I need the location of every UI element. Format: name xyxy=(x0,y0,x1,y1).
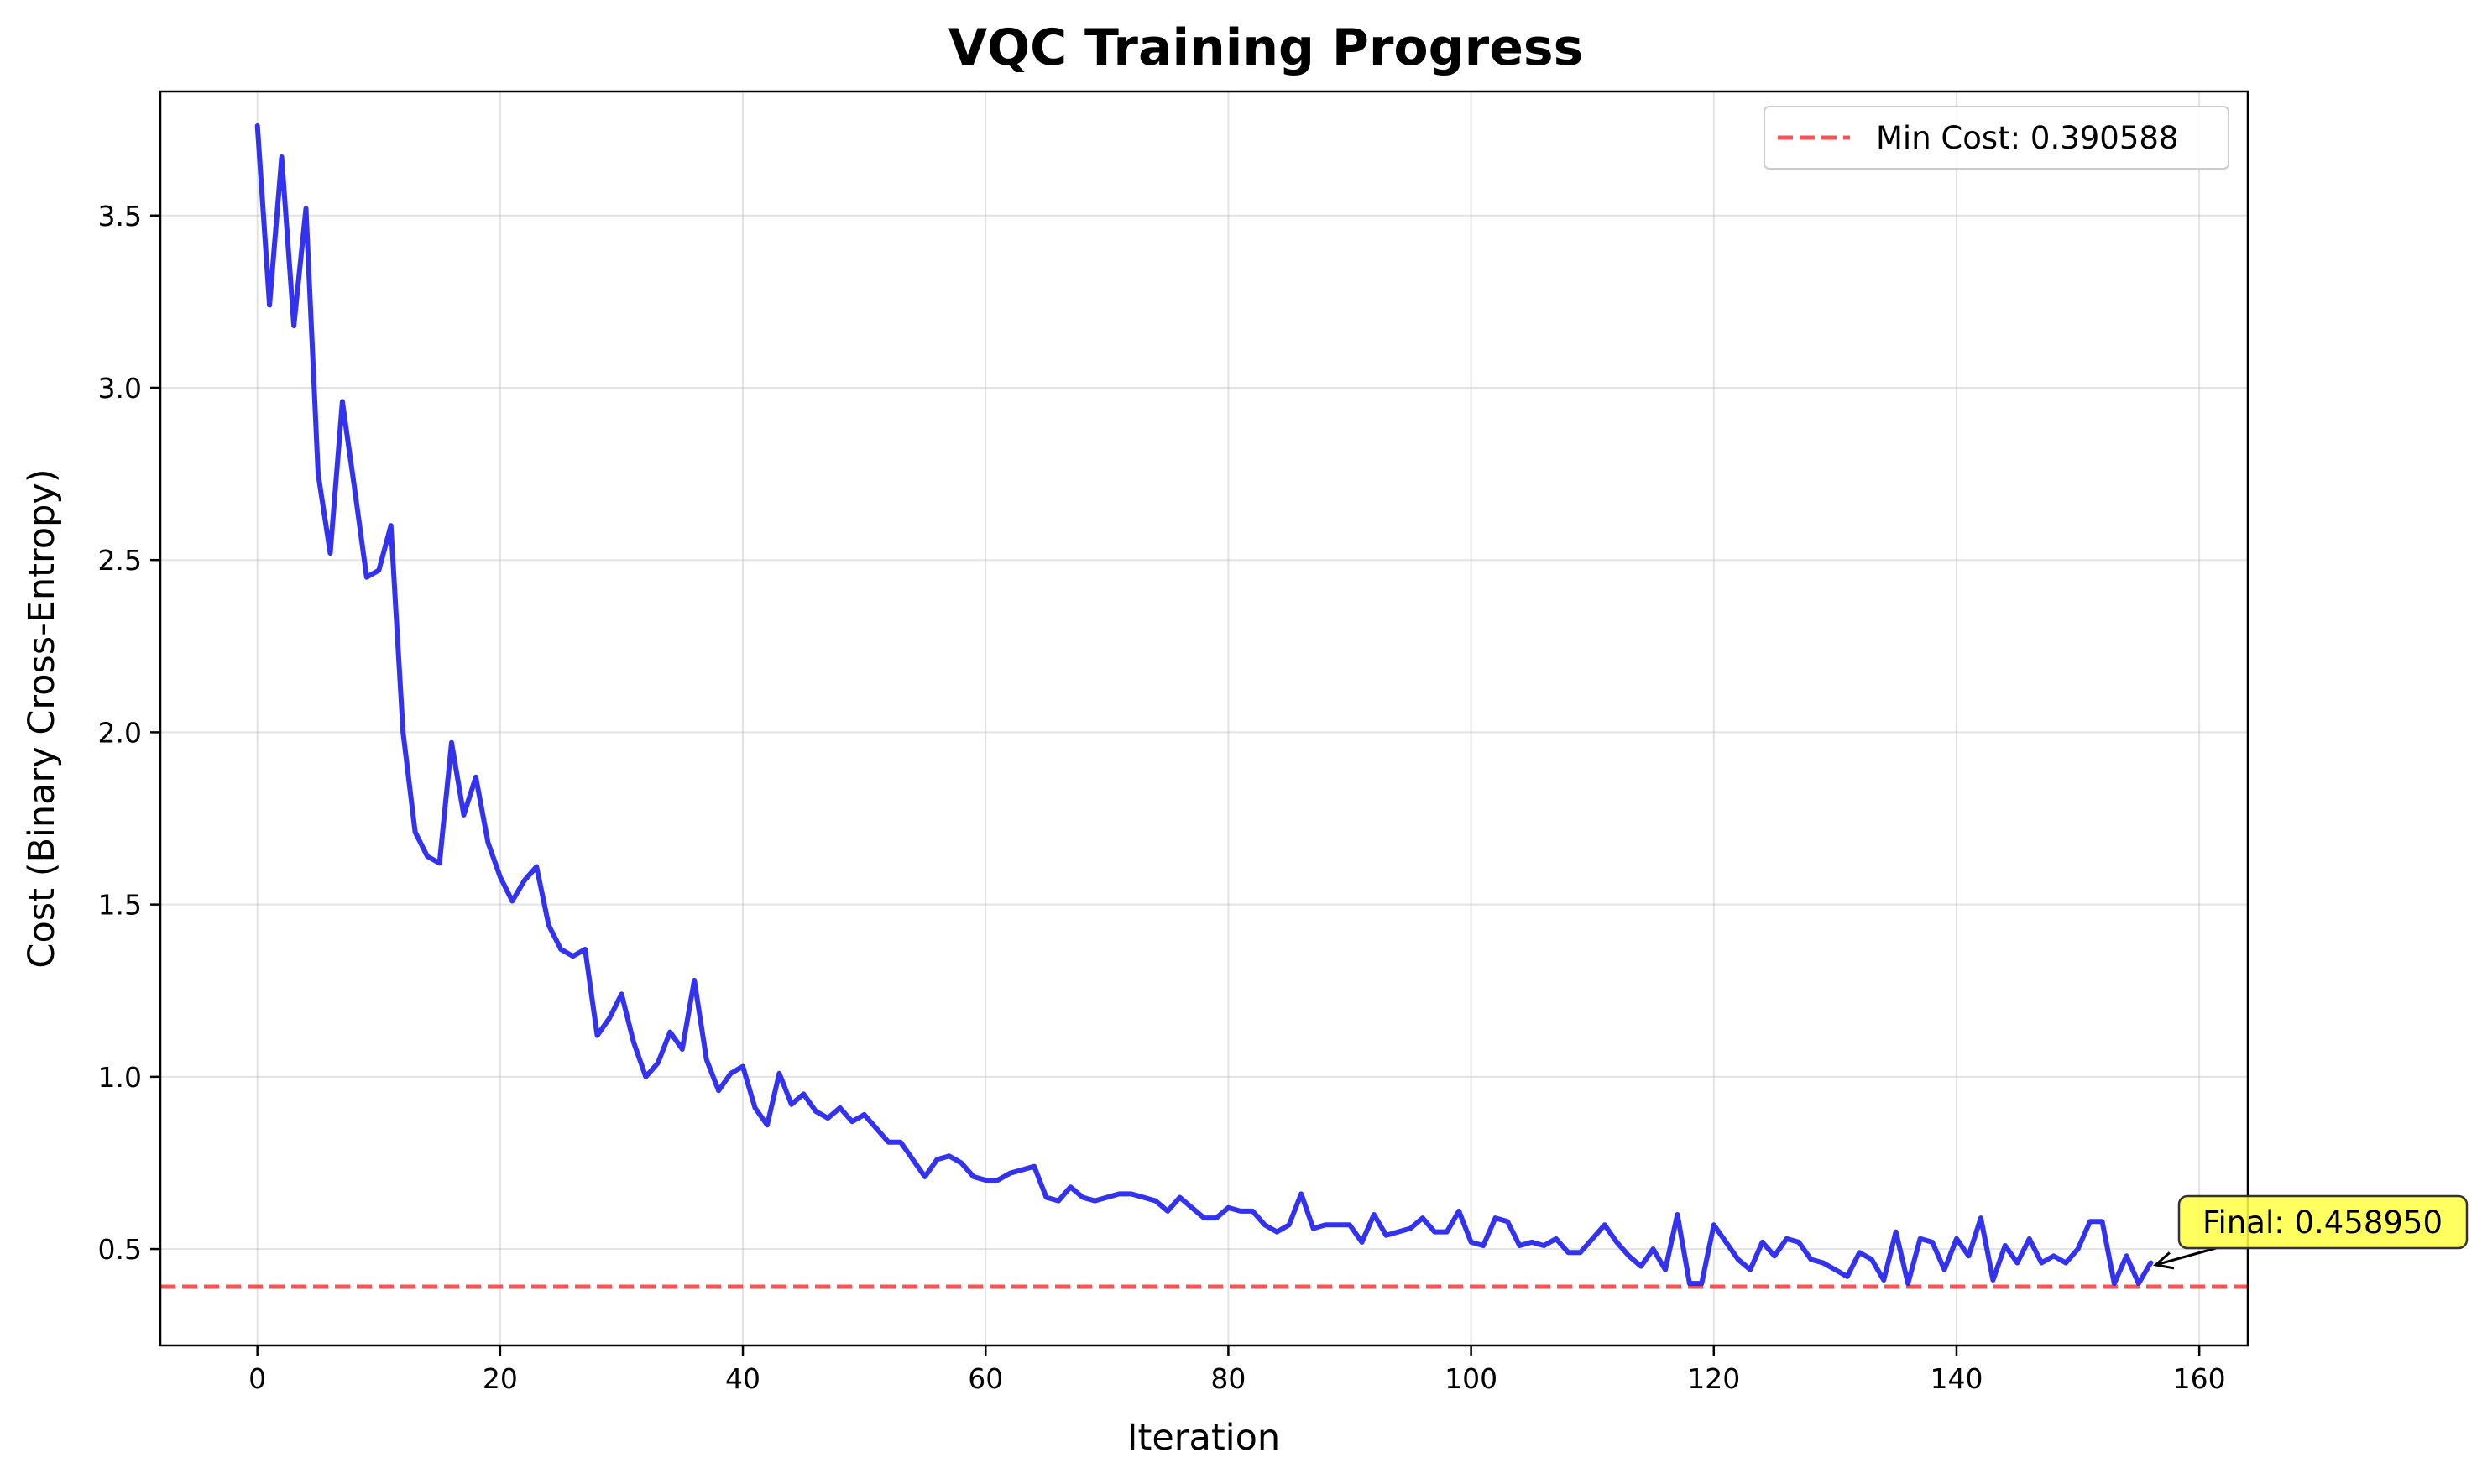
final-annotation: Final: 0.458950 xyxy=(2153,1194,2469,1270)
legend-entry-min-cost: Min Cost: 0.390588 xyxy=(1876,120,2178,156)
y-tick-label: 2.5 xyxy=(98,544,142,577)
annotation-box xyxy=(2177,1194,2469,1250)
y-tick-label: 2.0 xyxy=(98,716,142,749)
x-axis: 0 20 40 60 80 100 120 140 160 xyxy=(248,1346,2226,1395)
x-axis-label: Iteration xyxy=(1127,1417,1280,1459)
x-tick-label: 140 xyxy=(1930,1362,1983,1395)
series-layer xyxy=(254,123,2154,1287)
annotation-arrowhead xyxy=(2153,1251,2175,1270)
y-axis-label: Cost (Binary Cross-Entropy) xyxy=(21,468,63,968)
y-tick-label: 3.5 xyxy=(98,200,142,233)
plot-frame xyxy=(159,90,2249,1347)
legend-box xyxy=(1764,106,2229,170)
x-tick-label: 80 xyxy=(1210,1362,1246,1395)
x-tick-label: 160 xyxy=(2173,1362,2226,1395)
cost-series-line xyxy=(254,123,2154,1287)
chart-title: VQC Training Progress xyxy=(948,18,1584,77)
x-tick-label: 60 xyxy=(968,1362,1003,1395)
x-tick-label: 0 xyxy=(248,1362,266,1395)
annotation-text: Final: 0.458950 xyxy=(2202,1204,2443,1241)
y-tick-label: 0.5 xyxy=(98,1233,142,1266)
x-tick-label: 100 xyxy=(1445,1362,1497,1395)
y-tick-label: 1.0 xyxy=(98,1061,142,1094)
y-tick-label: 1.5 xyxy=(98,889,142,922)
y-tick-label: 3.0 xyxy=(98,372,142,405)
annotation-arrow xyxy=(2155,1246,2217,1267)
x-tick-label: 40 xyxy=(725,1362,760,1395)
x-tick-label: 20 xyxy=(483,1362,518,1395)
legend: Min Cost: 0.390588 xyxy=(1764,106,2229,170)
x-tick-label: 120 xyxy=(1687,1362,1740,1395)
y-axis: 0.5 1.0 1.5 2.0 2.5 3.0 3.5 xyxy=(98,200,160,1266)
